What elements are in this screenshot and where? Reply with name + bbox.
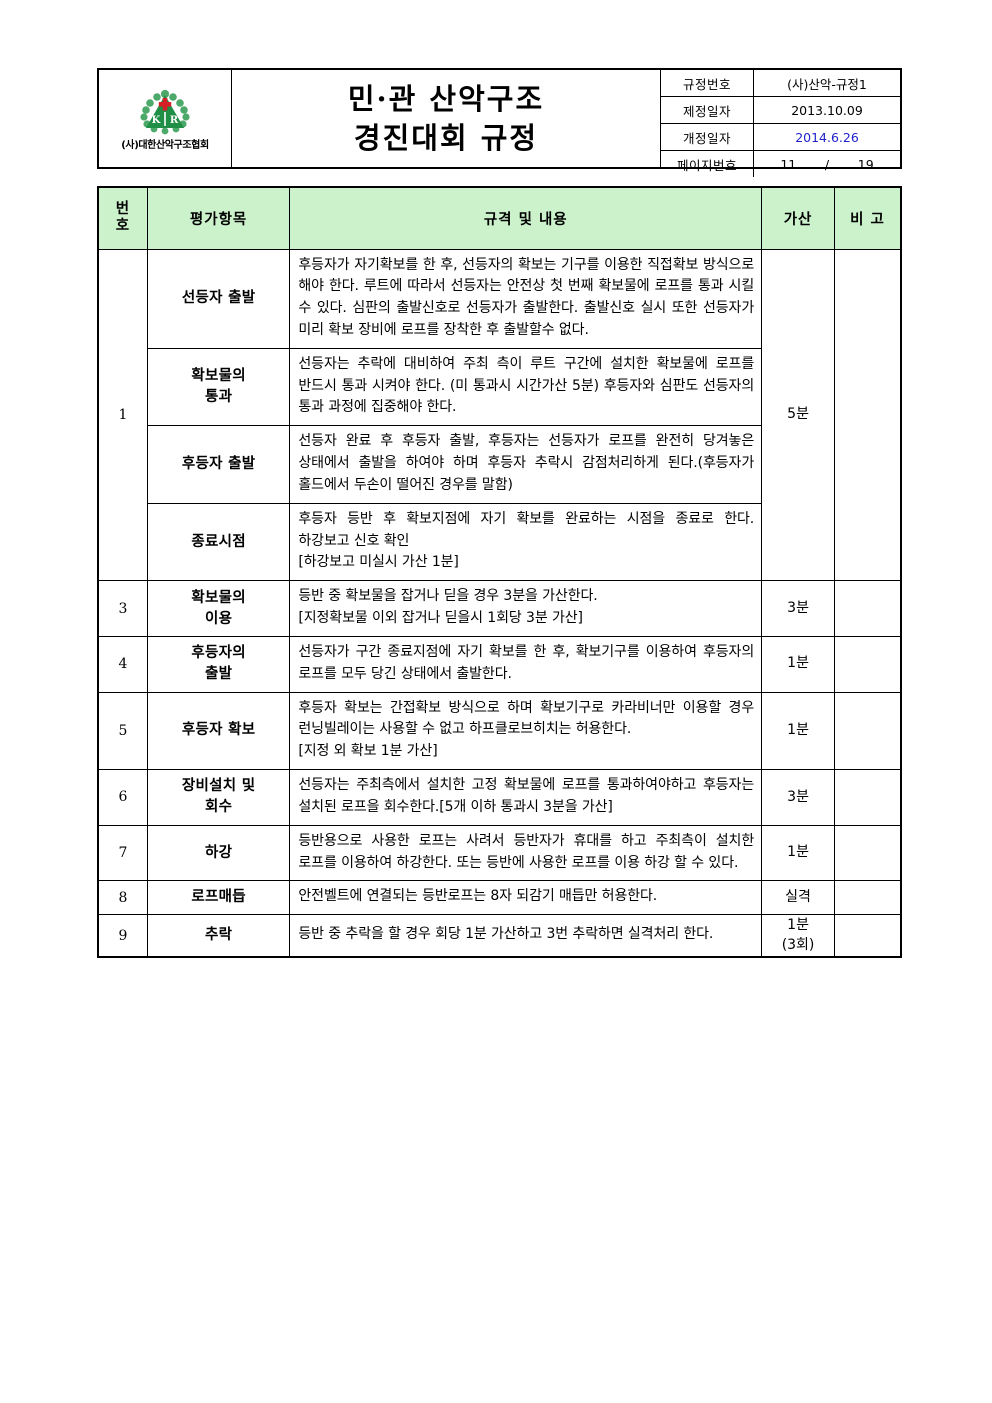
column-header-description: 규격 및 내용 bbox=[289, 186, 763, 250]
document-meta-cell: 규정번호 (사)산악-규정1 제정일자 2013.10.09 개정일자 2014… bbox=[661, 70, 900, 177]
table-row: 종료시점 후등자 등반 후 확보지점에 자기 확보를 완료하는 시점을 종료로 한… bbox=[98, 502, 901, 582]
cell-description: 선등자는 추락에 대비하여 주최 측이 루트 구간에 설치한 확보물에 로프를 … bbox=[289, 347, 763, 427]
page-separator: / bbox=[824, 156, 830, 172]
cell-evaluation-item: 하강 bbox=[146, 824, 291, 882]
document-meta-table: 규정번호 (사)산악-규정1 제정일자 2013.10.09 개정일자 2014… bbox=[661, 70, 900, 177]
cell-penalty-score: 3분 bbox=[761, 580, 835, 637]
table-row: 후등자 출발 선등자 완료 후 후등자 출발, 후등자는 선등자가 로프를 완전히… bbox=[98, 425, 901, 504]
cell-note bbox=[834, 914, 902, 958]
svg-text:K: K bbox=[152, 115, 161, 126]
svg-text:R: R bbox=[170, 115, 179, 126]
cell-note bbox=[834, 248, 902, 582]
table-row: 9 추락 등반 중 추락을 할 경우 회당 1분 가산하고 3번 추락하면 실격처리… bbox=[97, 914, 902, 958]
page-current: 11 bbox=[780, 156, 797, 172]
cell-evaluation-item: 종료시점 bbox=[146, 502, 291, 582]
cell-description: 선등자가 구간 종료지점에 자기 확보를 한 후, 확보기구를 이용하여 후등자… bbox=[289, 635, 763, 693]
cell-penalty-score: 1분 (3회) bbox=[761, 914, 835, 958]
evaluation-table: 번 호 평가항목 규격 및 내용 가산 비 고 1 선등자 출발 후등자가 자기확보… bbox=[97, 186, 902, 959]
table-row: 4 후등자의 출발 선등자가 구간 종료지점에 자기 확보를 한 후, 확보기구를 이… bbox=[97, 635, 902, 693]
evaluation-table-body: 1 선등자 출발 후등자가 자기확보를 한 후, 선등자의 확보는 기구를 이용한 … bbox=[97, 248, 902, 958]
organization-name: (사)대한산악구조협회 bbox=[121, 140, 209, 151]
meta-label-enactment-date: 제정일자 bbox=[661, 96, 754, 124]
cell-penalty-score: 1분 bbox=[761, 635, 835, 693]
cell-description: 선등자 완료 후 후등자 출발, 후등자는 선등자가 로프를 완전히 당겨놓은 … bbox=[289, 425, 763, 504]
cell-note bbox=[834, 824, 902, 882]
cell-note bbox=[834, 769, 902, 826]
table-row: 6 장비설치 및 회수 선등자는 주최측에서 설치한 고정 확보물에 로프를 통과하여… bbox=[97, 769, 902, 826]
meta-value-enactment-date: 2013.10.09 bbox=[753, 96, 900, 124]
meta-value-page-number: 11 / 19 bbox=[753, 150, 900, 177]
cell-evaluation-item: 확보물의 이용 bbox=[146, 580, 291, 637]
meta-label-revision-date: 개정일자 bbox=[661, 123, 754, 151]
cell-row-number: 6 bbox=[97, 769, 148, 826]
meta-value-regulation-number: (사)산악-규정1 bbox=[753, 70, 900, 97]
cell-penalty-score: 3분 bbox=[761, 769, 835, 826]
meta-row-page-number: 페이지번호 11 / 19 bbox=[661, 150, 900, 177]
cell-evaluation-item: 로프매듭 bbox=[146, 880, 291, 916]
meta-label-page-number: 페이지번호 bbox=[661, 150, 754, 177]
cell-row-number: 1 bbox=[97, 248, 148, 582]
cell-row-number: 8 bbox=[97, 880, 148, 916]
cell-description: 선등자는 주최측에서 설치한 고정 확보물에 로프를 통과하여야하고 후등자는 … bbox=[289, 769, 763, 826]
table-header-row: 번 호 평가항목 규격 및 내용 가산 비 고 bbox=[97, 186, 902, 250]
cell-description: 등반용으로 사용한 로프는 사려서 등반자가 휴대를 하고 주최측이 설치한 로… bbox=[289, 824, 763, 882]
column-header-note: 비 고 bbox=[834, 186, 902, 250]
cell-description: 등반 중 추락을 할 경우 회당 1분 가산하고 3번 추락하면 실격처리 한다… bbox=[289, 914, 763, 958]
cell-evaluation-item: 추락 bbox=[146, 914, 291, 958]
table-row: 확보물의 통과 선등자는 추락에 대비하여 주최 측이 루트 구간에 설치한 확보물… bbox=[98, 347, 901, 427]
meta-row-enactment-date: 제정일자 2013.10.09 bbox=[661, 96, 900, 124]
meta-label-regulation-number: 규정번호 bbox=[661, 70, 754, 97]
title-line-2: 경진대회 규정 bbox=[353, 120, 539, 155]
column-header-score: 가산 bbox=[761, 186, 835, 250]
cell-evaluation-item: 장비설치 및 회수 bbox=[146, 769, 291, 826]
cell-evaluation-item: 확보물의 통과 bbox=[146, 347, 291, 427]
cell-penalty-score: 1분 bbox=[761, 824, 835, 882]
table-row: 5 후등자 확보 후등자 확보는 간접확보 방식으로 하며 확보기구로 카라비너만 … bbox=[97, 691, 902, 771]
meta-row-revision-date: 개정일자 2014.6.26 bbox=[661, 123, 900, 151]
cell-row-number: 9 bbox=[97, 914, 148, 958]
cell-row-number: 4 bbox=[97, 635, 148, 693]
cell-penalty-score: 1분 bbox=[761, 691, 835, 771]
table-row: 1 선등자 출발 후등자가 자기확보를 한 후, 선등자의 확보는 기구를 이용한 … bbox=[97, 248, 902, 582]
meta-row-regulation-number: 규정번호 (사)산악-규정1 bbox=[661, 70, 900, 97]
cell-note bbox=[834, 635, 902, 693]
document-header: K R (사)대한산악구조협회 민·관 산악구조 경진대회 규정 규정번호 (사… bbox=[97, 68, 902, 177]
cell-row-number: 3 bbox=[97, 580, 148, 637]
column-header-item: 평가항목 bbox=[146, 186, 291, 250]
cell-evaluation-item: 후등자 확보 bbox=[146, 691, 291, 771]
column-header-number: 번 호 bbox=[97, 186, 148, 250]
column-header-number-line2: 호 bbox=[115, 218, 131, 235]
table-row: 3 확보물의 이용 등반 중 확보물을 잡거나 딛을 경우 3분을 가산한다. [지정확… bbox=[97, 580, 902, 637]
page-total: 19 bbox=[857, 156, 874, 172]
mountain-rescue-emblem-icon: K R bbox=[139, 89, 191, 135]
cell-description: 후등자 등반 후 확보지점에 자기 확보를 완료하는 시점을 종료로 한다. 하… bbox=[289, 502, 763, 582]
table-row: 8 로프매듭 안전벨트에 연결되는 등반로프는 8자 되감기 매듭만 허용한다. 실격 bbox=[97, 880, 902, 916]
cell-note bbox=[834, 691, 902, 771]
cell-evaluation-item: 후등자의 출발 bbox=[146, 635, 291, 693]
cell-description: 후등자 확보는 간접확보 방식으로 하며 확보기구로 카라비너만 이용할 경우 … bbox=[289, 691, 763, 771]
cell-penalty-score: 실격 bbox=[761, 880, 835, 916]
cell-description: 후등자가 자기확보를 한 후, 선등자의 확보는 기구를 이용한 직접확보 방식… bbox=[289, 248, 763, 349]
cell-description: 등반 중 확보물을 잡거나 딛을 경우 3분을 가산한다. [지정확보물 이외 잡… bbox=[289, 580, 763, 637]
column-header-number-line1: 번 bbox=[115, 201, 131, 218]
cell-evaluation-item: 후등자 출발 bbox=[146, 425, 291, 504]
title-line-1: 민·관 산악구조 bbox=[347, 82, 545, 117]
cell-description: 안전벨트에 연결되는 등반로프는 8자 되감기 매듭만 허용한다. bbox=[289, 880, 763, 916]
cell-row-number: 7 bbox=[97, 824, 148, 882]
page-title: 민·관 산악구조 경진대회 규정 bbox=[348, 80, 544, 157]
cell-note bbox=[834, 580, 902, 637]
cell-penalty-score: 5분 bbox=[761, 248, 835, 582]
logo-cell: K R (사)대한산악구조협회 bbox=[99, 70, 232, 167]
meta-value-revision-date: 2014.6.26 bbox=[753, 123, 900, 151]
table-row: 7 하강 등반용으로 사용한 로프는 사려서 등반자가 휴대를 하고 주최측이 설치… bbox=[97, 824, 902, 882]
cell-note bbox=[834, 880, 902, 916]
document-title-cell: 민·관 산악구조 경진대회 규정 bbox=[232, 70, 661, 167]
cell-row-number: 5 bbox=[97, 691, 148, 771]
cell-evaluation-item: 선등자 출발 bbox=[146, 248, 291, 349]
evaluation-table-wrapper: 번 호 평가항목 규격 및 내용 가산 비 고 1 선등자 출발 후등자가 자기확보… bbox=[97, 186, 902, 959]
